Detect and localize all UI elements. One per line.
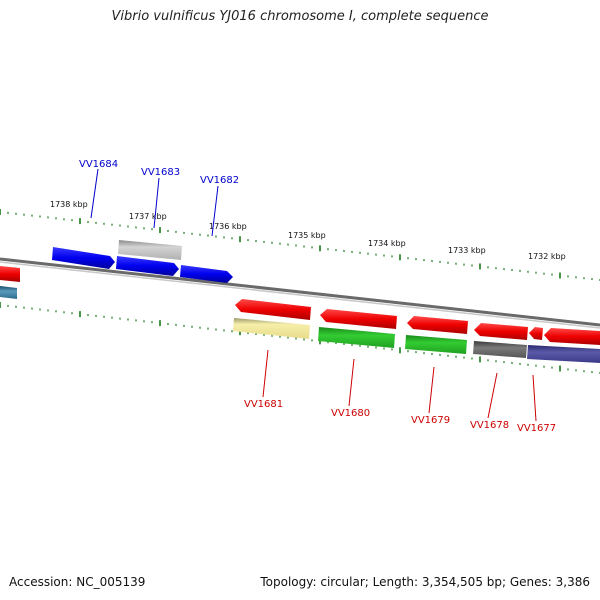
kbp-label-1736: 1736 kbp — [209, 222, 247, 231]
gene-arrow-vv1678[interactable] — [473, 341, 527, 358]
gene-arrow-red-left-edge[interactable] — [0, 266, 20, 282]
gene-arrow-vv1681-red[interactable] — [235, 299, 311, 320]
inner-tick-ring — [0, 302, 600, 374]
gene-arrow-vv1682[interactable] — [180, 265, 233, 283]
gene-label-vv1677[interactable]: VV1677 — [517, 423, 556, 434]
plus-leader-lines — [90, 168, 219, 237]
kbp-label-1733: 1733 kbp — [448, 246, 486, 255]
gene-arrow-vv1678-red[interactable] — [474, 323, 528, 340]
topology-text: Topology: circular; Length: 3,354,505 bp… — [260, 575, 590, 589]
gene-arrow-vv1680-red[interactable] — [320, 309, 397, 329]
gene-arrow-vv1683[interactable] — [116, 256, 179, 276]
gene-label-vv1679[interactable]: VV1679 — [411, 415, 450, 426]
gene-arrow-vv1681[interactable] — [233, 318, 310, 339]
gene-label-vv1683[interactable]: VV1683 — [141, 167, 180, 178]
gene-arrow-vv1679[interactable] — [405, 335, 467, 354]
kbp-label-1734: 1734 kbp — [368, 239, 406, 248]
gene-arrow-vv1684[interactable] — [52, 247, 115, 269]
gene-arrow-vv1679-red[interactable] — [407, 316, 468, 334]
gene-arrow-vv1680[interactable] — [318, 327, 395, 348]
kbp-label-1738: 1738 kbp — [50, 200, 88, 209]
minus-leader-lines — [262, 349, 537, 422]
kbp-label-1735: 1735 kbp — [288, 231, 326, 240]
gene-arrow-red-right-edge[interactable] — [544, 328, 600, 345]
gene-arrow-cyan-left-edge[interactable] — [0, 286, 17, 299]
kbp-label-1732: 1732 kbp — [528, 252, 566, 261]
gene-label-vv1680[interactable]: VV1680 — [331, 408, 370, 419]
gene-label-vv1681[interactable]: VV1681 — [244, 399, 283, 410]
chromosome-backbone-highlight — [0, 261, 600, 329]
gene-arrow-vv1683-gray[interactable] — [118, 240, 182, 260]
chromosome-backbone — [0, 257, 600, 327]
map-title: Vibrio vulnificus YJ016 chromosome I, co… — [111, 9, 489, 24]
outer-tick-ring — [0, 209, 600, 281]
gene-arrow-vv1677-red[interactable] — [529, 327, 543, 340]
gene-arrow-vv1677[interactable] — [527, 345, 600, 363]
gene-label-vv1678[interactable]: VV1678 — [470, 420, 509, 431]
kbp-label-1737: 1737 kbp — [129, 212, 167, 221]
gene-label-vv1684[interactable]: VV1684 — [79, 159, 118, 170]
gene-label-vv1682[interactable]: VV1682 — [200, 175, 239, 186]
accession-text: Accession: NC_005139 — [9, 575, 146, 589]
